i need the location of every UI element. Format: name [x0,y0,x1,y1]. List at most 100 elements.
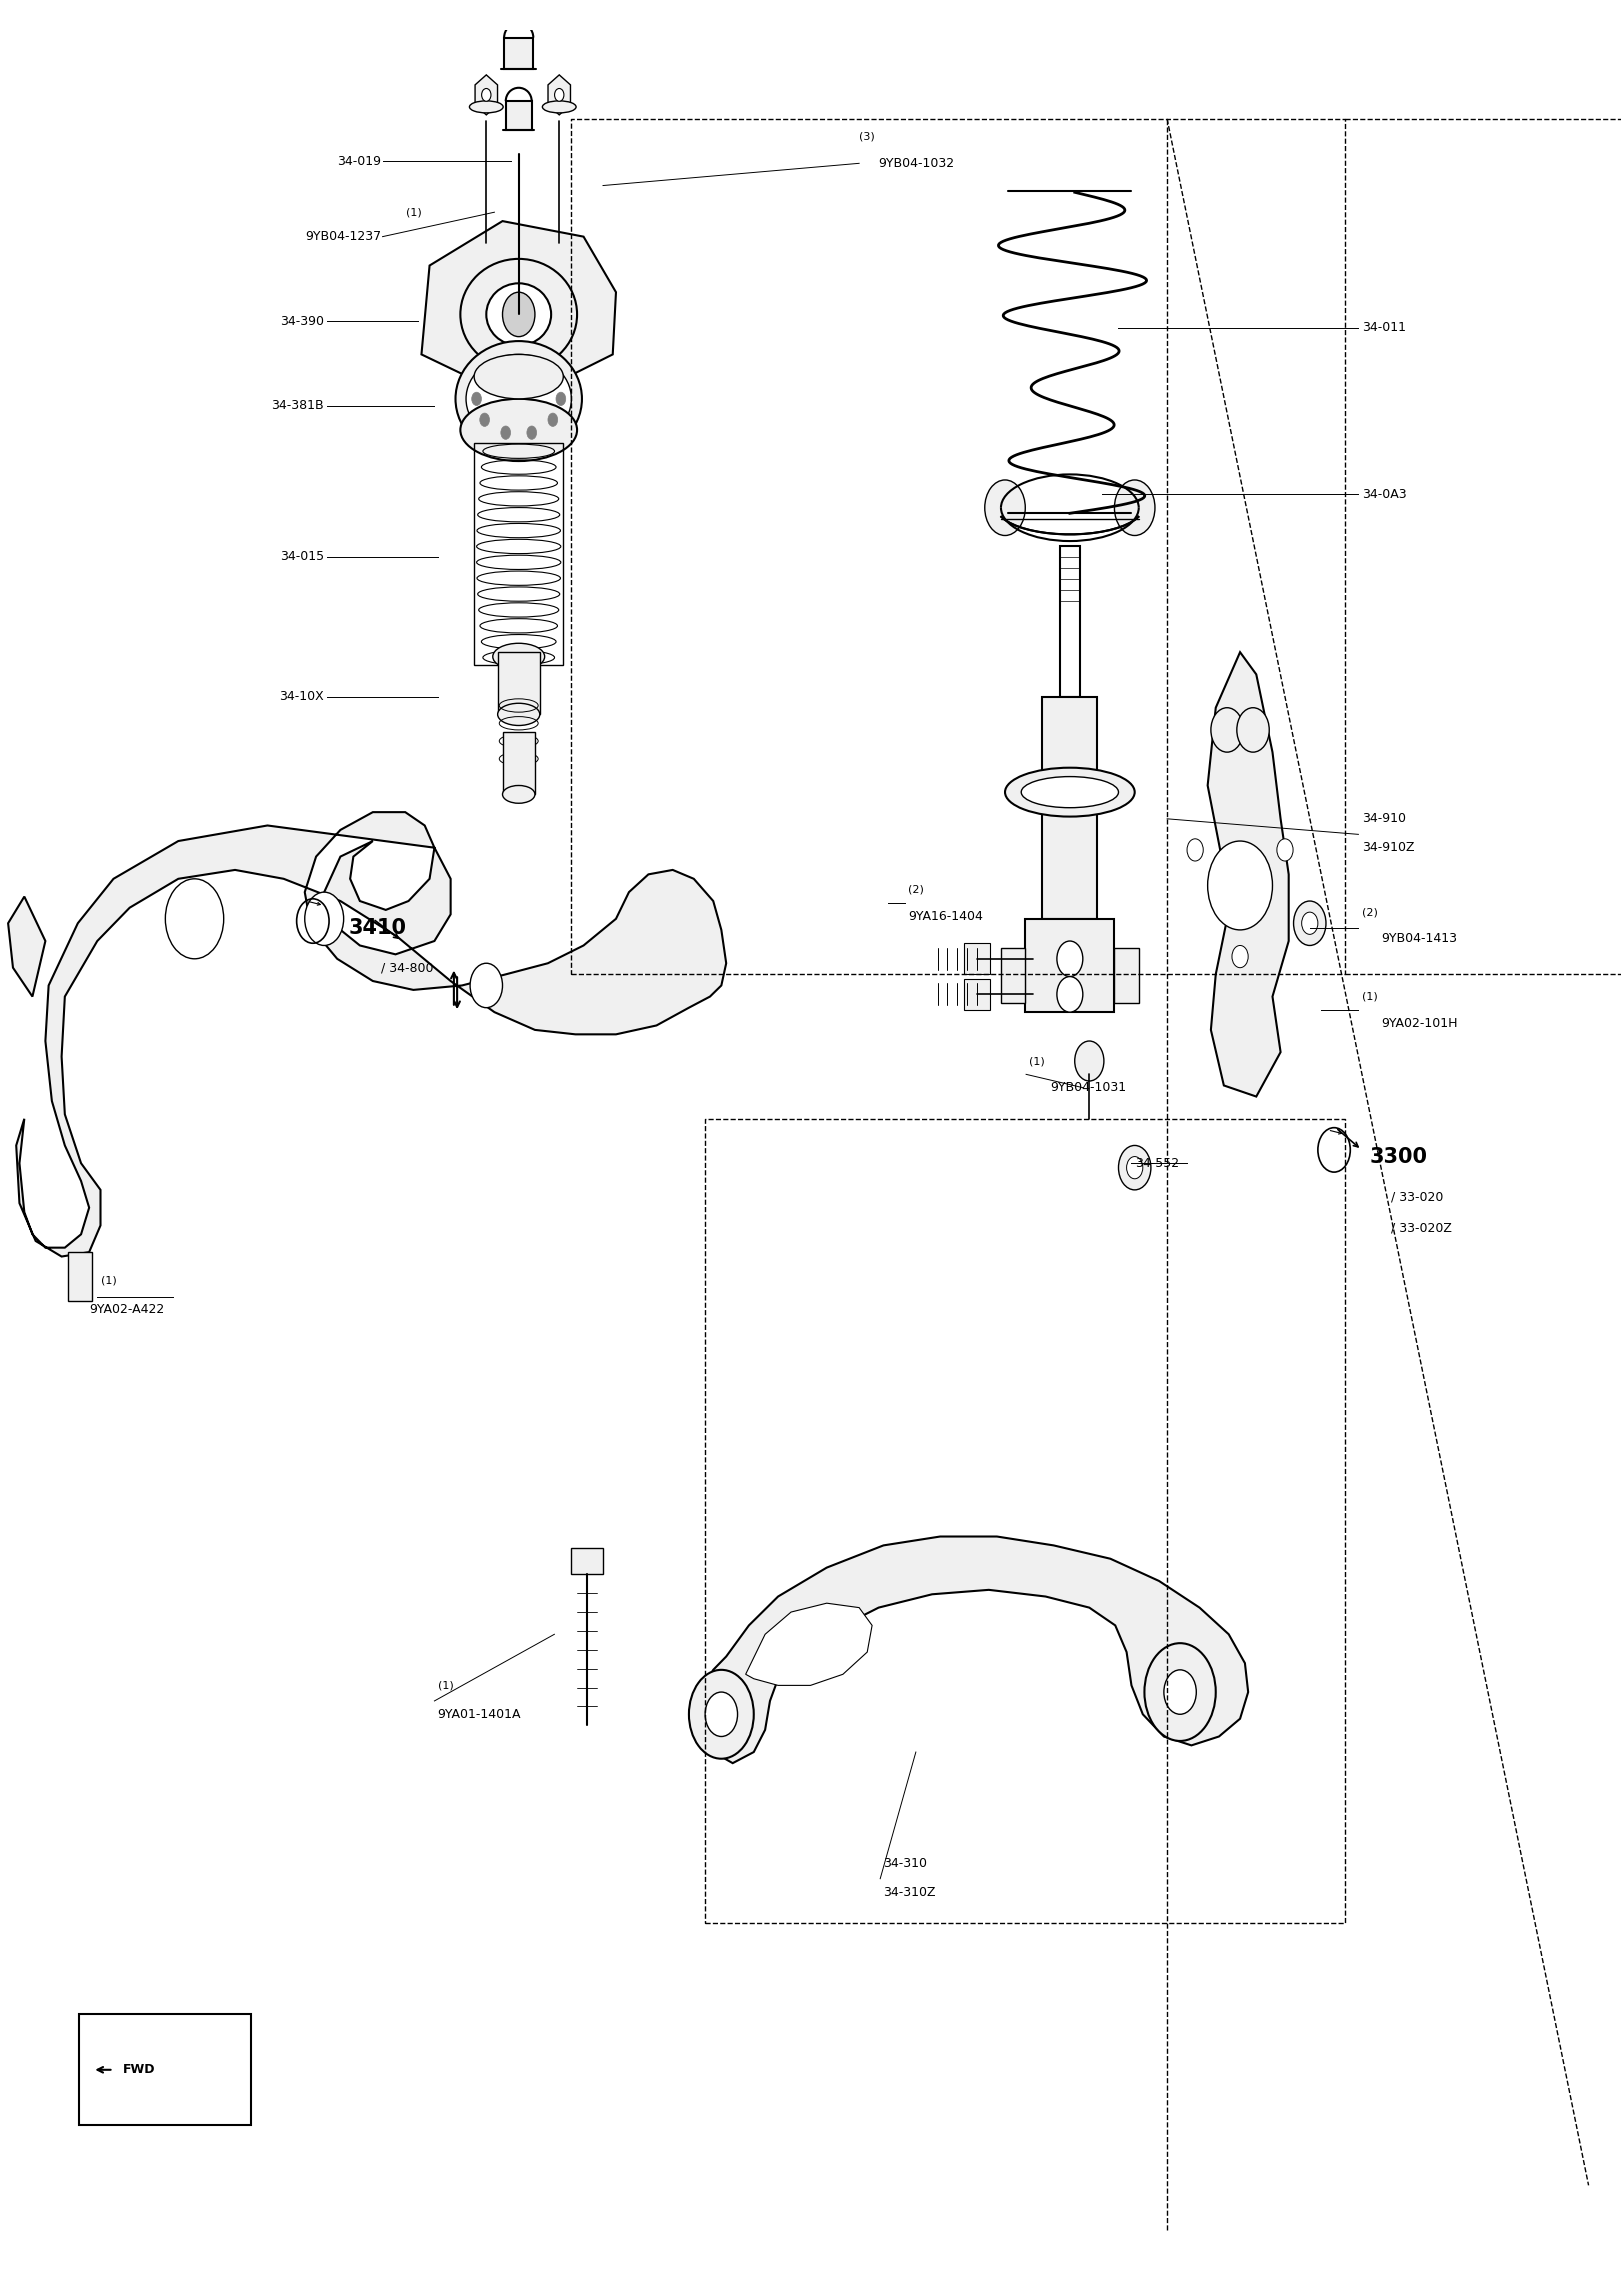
Circle shape [554,89,564,100]
Text: 9YA02-A422: 9YA02-A422 [89,1302,164,1316]
Text: FWD: FWD [123,2063,156,2077]
Circle shape [556,392,566,405]
Circle shape [470,963,503,1009]
Text: 3300: 3300 [1370,1148,1428,1166]
Text: (1): (1) [1362,990,1378,1002]
Polygon shape [8,897,45,997]
Circle shape [1232,945,1248,968]
Circle shape [1057,977,1083,1011]
Text: 3410: 3410 [349,918,407,938]
Text: 34-310: 34-310 [883,1856,927,1869]
Circle shape [1211,708,1243,751]
Ellipse shape [498,704,540,726]
Circle shape [480,371,490,385]
Text: 34-015: 34-015 [280,551,324,562]
Text: 34-10X: 34-10X [279,690,324,704]
Circle shape [501,357,511,371]
Polygon shape [700,1537,1248,1762]
Circle shape [1237,708,1269,751]
Ellipse shape [475,355,564,398]
Circle shape [501,426,511,439]
Text: (1): (1) [1029,1057,1046,1066]
Circle shape [472,392,481,405]
Ellipse shape [543,100,575,114]
Polygon shape [548,75,571,114]
Text: 9YB04-1031: 9YB04-1031 [1050,1082,1127,1095]
Text: 9YA01-1401A: 9YA01-1401A [438,1708,522,1721]
Circle shape [1208,840,1272,929]
Ellipse shape [456,342,582,458]
Text: 34-310Z: 34-310Z [883,1885,935,1899]
Text: 9YA02-101H: 9YA02-101H [1381,1018,1457,1029]
FancyBboxPatch shape [963,979,989,1011]
Circle shape [1164,1669,1196,1715]
Text: 9YA16-1404: 9YA16-1404 [908,911,982,922]
Circle shape [503,291,535,337]
FancyBboxPatch shape [1060,546,1080,697]
Text: 34-381B: 34-381B [272,398,324,412]
Text: (2): (2) [1362,906,1378,918]
Text: 9YB04-1237: 9YB04-1237 [305,230,381,244]
Ellipse shape [486,282,551,346]
FancyBboxPatch shape [506,100,532,130]
Text: / 33-020: / 33-020 [1391,1191,1443,1202]
Text: 9YB04-1032: 9YB04-1032 [879,157,955,171]
Ellipse shape [503,786,535,804]
Circle shape [1294,902,1326,945]
Circle shape [1057,940,1083,977]
FancyBboxPatch shape [498,651,540,715]
Circle shape [480,412,490,426]
Circle shape [1302,913,1318,934]
Circle shape [1127,1157,1143,1179]
Ellipse shape [984,480,1026,535]
Text: 34-910: 34-910 [1362,813,1405,824]
Text: (1): (1) [101,1275,117,1287]
Text: 34-0A3: 34-0A3 [1362,487,1407,501]
Text: 34-552: 34-552 [1135,1157,1178,1170]
Text: (3): (3) [859,132,875,141]
Circle shape [548,371,558,385]
Ellipse shape [470,100,503,114]
Circle shape [689,1669,754,1758]
Polygon shape [1208,651,1289,1098]
FancyBboxPatch shape [68,1252,92,1300]
Circle shape [527,357,537,371]
Text: 34-019: 34-019 [337,155,381,168]
Text: (2): (2) [908,886,924,895]
FancyBboxPatch shape [571,1548,603,1573]
Ellipse shape [460,260,577,369]
Ellipse shape [1005,767,1135,817]
Circle shape [165,879,224,959]
FancyBboxPatch shape [1026,920,1115,1011]
Circle shape [481,89,491,100]
Ellipse shape [493,644,545,669]
Text: 9YB04-1413: 9YB04-1413 [1381,931,1457,945]
FancyBboxPatch shape [1042,697,1097,920]
Ellipse shape [1115,480,1154,535]
FancyBboxPatch shape [1115,947,1138,1004]
Polygon shape [475,75,498,114]
FancyBboxPatch shape [504,36,533,68]
Circle shape [527,426,537,439]
Circle shape [1075,1041,1104,1082]
Text: 34-390: 34-390 [280,314,324,328]
Text: / 33-020Z: / 33-020Z [1391,1220,1452,1234]
Circle shape [1118,1145,1151,1191]
Polygon shape [746,1603,872,1685]
FancyBboxPatch shape [963,943,989,975]
Circle shape [705,1692,738,1737]
Circle shape [548,412,558,426]
Circle shape [1277,838,1294,861]
Circle shape [1144,1644,1216,1742]
Ellipse shape [460,398,577,460]
Polygon shape [16,813,726,1257]
Ellipse shape [1021,776,1118,808]
Text: 34-910Z: 34-910Z [1362,840,1414,854]
Ellipse shape [467,355,572,444]
Text: (1): (1) [405,207,421,216]
Text: (1): (1) [438,1680,454,1690]
Text: 34-011: 34-011 [1362,321,1405,335]
Polygon shape [421,221,616,385]
FancyBboxPatch shape [503,733,535,795]
FancyBboxPatch shape [1002,947,1026,1004]
